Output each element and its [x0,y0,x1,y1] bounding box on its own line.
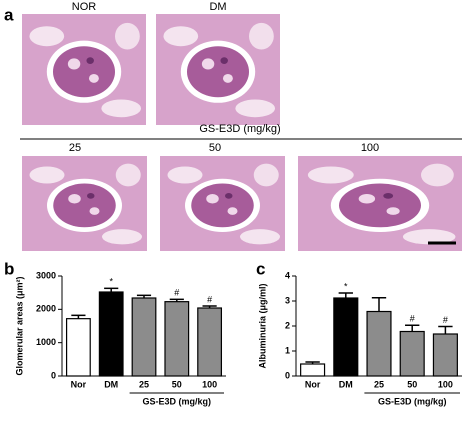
bar [399,330,425,377]
group-label: GS-E3D (mg/kg) [143,396,212,406]
bar [333,297,359,377]
histology-image [298,156,462,251]
x-tick-label: 100 [438,379,453,389]
y-tick-label: 1000 [36,337,56,347]
bar [300,363,326,377]
bar [366,310,392,377]
x-tick-label: Nor [71,379,87,389]
y-tick-label: 2000 [36,304,56,314]
x-tick-label: DM [104,379,118,389]
y-tick-label: 3 [285,295,290,305]
bar [197,307,223,377]
x-tick-label: 50 [407,379,417,389]
bar [164,301,190,377]
histology-image [22,156,147,251]
significance-mark: * [344,281,348,291]
image-label: DM [209,1,226,13]
bar [98,291,124,377]
x-tick-label: 100 [202,379,217,389]
significance-mark: # [174,288,179,298]
histology-image [156,14,280,125]
y-axis-label: Glomerular areas (μm²) [14,276,24,375]
panel-label: a [4,5,14,24]
y-tick-label: 4 [285,270,290,280]
x-tick-label: Nor [305,379,321,389]
panel-label: b [4,259,14,278]
y-tick-label: 3000 [36,270,56,280]
histology-image [22,14,146,125]
dose-label: 25 [69,142,81,154]
panel-label: c [256,259,265,278]
histology-image [160,156,285,251]
significance-mark: * [109,277,113,287]
group-label: GS-E3D (mg/kg) [199,123,280,135]
significance-mark: # [207,294,212,304]
x-tick-label: 25 [139,379,149,389]
group-label: GS-E3D (mg/kg) [378,396,447,406]
bar [65,318,91,377]
y-tick-label: 1 [285,345,290,355]
y-axis-label: Albuminuria (μg/ml) [257,283,267,368]
significance-mark: # [410,314,415,324]
y-tick-label: 0 [51,370,56,380]
bar [131,297,157,377]
dose-label: 100 [361,142,379,154]
bar [432,333,458,377]
x-tick-label: 25 [374,379,384,389]
x-tick-label: DM [339,379,353,389]
y-tick-label: 2 [285,320,290,330]
significance-mark: # [443,315,448,325]
y-tick-label: 0 [285,370,290,380]
x-tick-label: 50 [172,379,182,389]
dose-label: 50 [209,142,221,154]
image-label: NOR [72,1,97,13]
